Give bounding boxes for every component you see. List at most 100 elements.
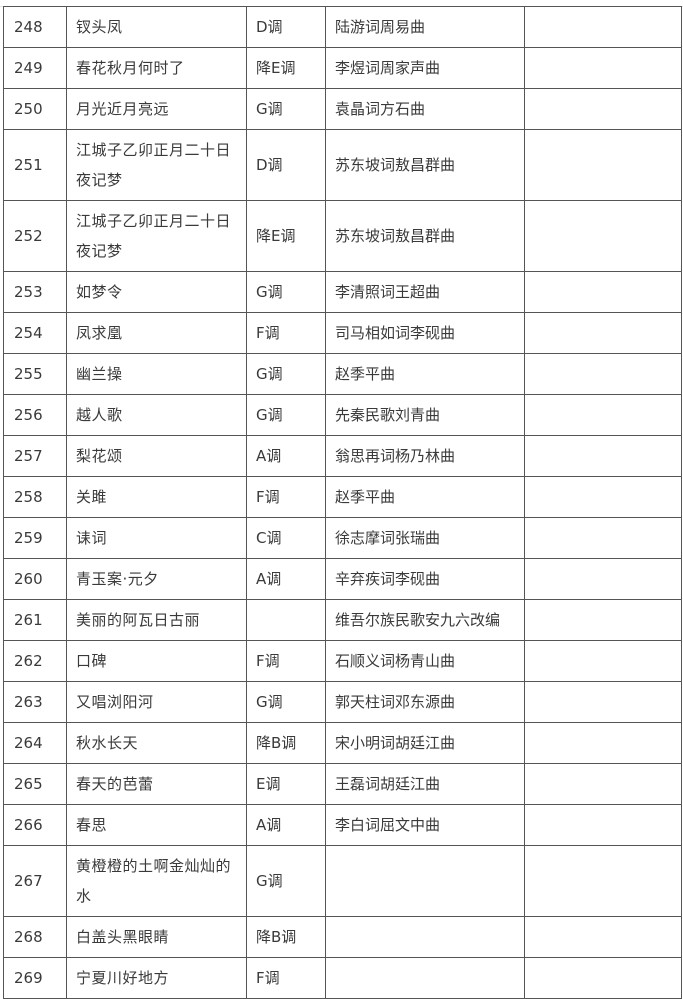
row-number: 264 — [3, 722, 67, 764]
row-number: 251 — [3, 129, 67, 201]
row-number: 253 — [3, 271, 67, 313]
table-row: 260 青玉案·元夕 A调 辛弃疾词李砚曲 — [3, 558, 682, 600]
song-title: 黄橙橙的土啊金灿灿的水 — [66, 845, 247, 917]
song-title: 美丽的阿瓦日古丽 — [66, 599, 247, 641]
song-title: 钗头凤 — [66, 6, 247, 48]
song-key: 降E调 — [246, 200, 326, 272]
row-number: 261 — [3, 599, 67, 641]
song-credits: 石顺义词杨青山曲 — [325, 640, 525, 682]
song-credits — [325, 957, 525, 999]
note-cell — [524, 558, 682, 600]
table-row: 256 越人歌 G调 先秦民歌刘青曲 — [3, 394, 682, 436]
row-number: 268 — [3, 916, 67, 958]
song-credits: 李清照词王超曲 — [325, 271, 525, 313]
song-title: 白盖头黑眼睛 — [66, 916, 247, 958]
row-number: 252 — [3, 200, 67, 272]
row-number: 249 — [3, 47, 67, 89]
song-title: 秋水长天 — [66, 722, 247, 764]
table-row: 250 月光近月亮远 G调 袁晶词方石曲 — [3, 88, 682, 130]
song-title: 口碑 — [66, 640, 247, 682]
song-key: F调 — [246, 476, 326, 518]
song-title: 春天的芭蕾 — [66, 763, 247, 805]
row-number: 260 — [3, 558, 67, 600]
song-key: A调 — [246, 804, 326, 846]
song-key: F调 — [246, 640, 326, 682]
note-cell — [524, 353, 682, 395]
note-cell — [524, 722, 682, 764]
song-key: G调 — [246, 681, 326, 723]
table-row: 251 江城子乙卯正月二十日夜记梦 D调 苏东坡词敖昌群曲 — [3, 129, 682, 201]
row-number: 258 — [3, 476, 67, 518]
song-key: D调 — [246, 129, 326, 201]
song-credits: 先秦民歌刘青曲 — [325, 394, 525, 436]
row-number: 262 — [3, 640, 67, 682]
table-row: 248 钗头凤 D调 陆游词周易曲 — [3, 6, 682, 48]
song-credits: 辛弃疾词李砚曲 — [325, 558, 525, 600]
song-key: G调 — [246, 353, 326, 395]
song-key: G调 — [246, 394, 326, 436]
row-number: 266 — [3, 804, 67, 846]
note-cell — [524, 517, 682, 559]
song-credits: 赵季平曲 — [325, 476, 525, 518]
table-row: 258 关雎 F调 赵季平曲 — [3, 476, 682, 518]
row-number: 269 — [3, 957, 67, 999]
song-key: A调 — [246, 558, 326, 600]
song-credits — [325, 916, 525, 958]
table-row: 266 春思 A调 李白词屈文中曲 — [3, 804, 682, 846]
note-cell — [524, 271, 682, 313]
song-title: 青玉案·元夕 — [66, 558, 247, 600]
row-number: 254 — [3, 312, 67, 354]
song-title: 江城子乙卯正月二十日夜记梦 — [66, 200, 247, 272]
note-cell — [524, 394, 682, 436]
song-credits: 司马相如词李砚曲 — [325, 312, 525, 354]
table-row: 257 梨花颂 A调 翁思再词杨乃林曲 — [3, 435, 682, 477]
note-cell — [524, 599, 682, 641]
table-row: 265 春天的芭蕾 E调 王磊词胡廷江曲 — [3, 763, 682, 805]
song-credits: 李煜词周家声曲 — [325, 47, 525, 89]
row-number: 256 — [3, 394, 67, 436]
table-row: 262 口碑 F调 石顺义词杨青山曲 — [3, 640, 682, 682]
row-number: 255 — [3, 353, 67, 395]
song-title: 幽兰操 — [66, 353, 247, 395]
song-title: 凤求凰 — [66, 312, 247, 354]
song-table: 248 钗头凤 D调 陆游词周易曲 249 春花秋月何时了 降E调 李煜词周家声曲 250 月光近… — [3, 6, 682, 999]
song-key: E调 — [246, 763, 326, 805]
table-row: 255 幽兰操 G调 赵季平曲 — [3, 353, 682, 395]
song-credits: 赵季平曲 — [325, 353, 525, 395]
table-row: 261 美丽的阿瓦日古丽 维吾尔族民歌安九六改编 — [3, 599, 682, 641]
song-title: 如梦令 — [66, 271, 247, 313]
row-number: 257 — [3, 435, 67, 477]
note-cell — [524, 845, 682, 917]
song-credits: 郭天柱词邓东源曲 — [325, 681, 525, 723]
song-key: A调 — [246, 435, 326, 477]
song-credits: 李白词屈文中曲 — [325, 804, 525, 846]
song-credits: 袁晶词方石曲 — [325, 88, 525, 130]
note-cell — [524, 200, 682, 272]
table-row: 268 白盖头黑眼睛 降B调 — [3, 916, 682, 958]
row-number: 248 — [3, 6, 67, 48]
table-row: 249 春花秋月何时了 降E调 李煜词周家声曲 — [3, 47, 682, 89]
row-number: 250 — [3, 88, 67, 130]
song-key: 降E调 — [246, 47, 326, 89]
song-credits: 宋小明词胡廷江曲 — [325, 722, 525, 764]
song-credits: 徐志摩词张瑞曲 — [325, 517, 525, 559]
song-credits: 王磊词胡廷江曲 — [325, 763, 525, 805]
note-cell — [524, 312, 682, 354]
table-row: 254 凤求凰 F调 司马相如词李砚曲 — [3, 312, 682, 354]
song-key: 降B调 — [246, 916, 326, 958]
note-cell — [524, 681, 682, 723]
song-title: 又唱浏阳河 — [66, 681, 247, 723]
song-title: 春思 — [66, 804, 247, 846]
song-credits: 维吾尔族民歌安九六改编 — [325, 599, 525, 641]
song-title: 诔词 — [66, 517, 247, 559]
song-credits: 陆游词周易曲 — [325, 6, 525, 48]
note-cell — [524, 435, 682, 477]
song-title: 宁夏川好地方 — [66, 957, 247, 999]
row-number: 265 — [3, 763, 67, 805]
song-title: 梨花颂 — [66, 435, 247, 477]
song-key — [246, 599, 326, 641]
song-key: D调 — [246, 6, 326, 48]
song-key: 降B调 — [246, 722, 326, 764]
song-credits: 苏东坡词敖昌群曲 — [325, 200, 525, 272]
song-key: G调 — [246, 271, 326, 313]
